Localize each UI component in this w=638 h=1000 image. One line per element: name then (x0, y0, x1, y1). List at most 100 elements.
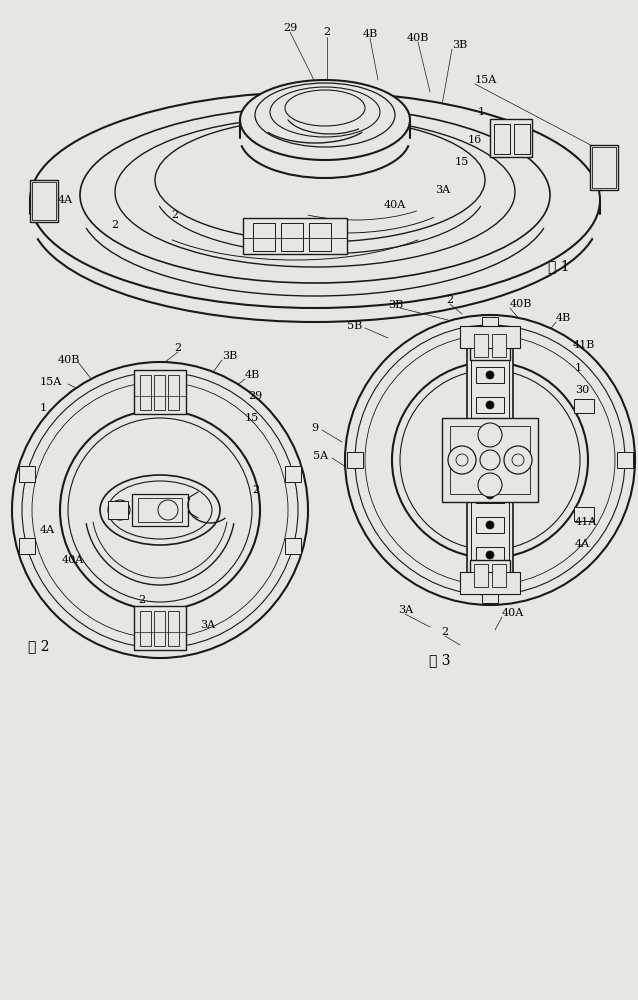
Text: 2: 2 (447, 295, 454, 305)
Text: 3A: 3A (200, 620, 215, 630)
Bar (154, 375, 165, 410)
Bar (474, 564, 488, 587)
Text: 2: 2 (138, 595, 145, 605)
Text: 9: 9 (311, 423, 318, 433)
Bar (470, 330, 510, 360)
Ellipse shape (32, 382, 288, 638)
Bar (574, 507, 593, 521)
Bar (168, 611, 179, 646)
Bar (108, 501, 128, 519)
Text: 40B: 40B (407, 33, 429, 43)
Bar (476, 517, 504, 533)
Text: 2: 2 (112, 220, 119, 230)
Ellipse shape (285, 90, 365, 126)
Text: 4A: 4A (57, 195, 73, 205)
Ellipse shape (486, 401, 494, 409)
Bar (309, 223, 331, 251)
Bar (494, 124, 510, 154)
Ellipse shape (60, 410, 260, 610)
Ellipse shape (155, 118, 485, 242)
Ellipse shape (270, 87, 380, 137)
Text: 1: 1 (478, 107, 485, 117)
Text: 2: 2 (252, 485, 259, 495)
Bar (281, 223, 303, 251)
Bar (140, 611, 151, 646)
Text: 3B: 3B (452, 40, 467, 50)
Bar (140, 375, 151, 410)
Ellipse shape (22, 372, 298, 648)
Text: 41B: 41B (573, 340, 595, 350)
Bar (134, 606, 186, 650)
Text: 图 3: 图 3 (429, 653, 451, 667)
Text: 4B: 4B (556, 313, 571, 323)
Bar (590, 145, 618, 190)
Bar (476, 457, 504, 473)
Text: 5B: 5B (346, 321, 362, 331)
Ellipse shape (115, 117, 515, 267)
Text: 3B: 3B (388, 300, 403, 310)
Ellipse shape (486, 461, 494, 469)
Ellipse shape (486, 491, 494, 499)
Bar (482, 317, 498, 333)
Ellipse shape (478, 473, 502, 497)
Text: 40A: 40A (502, 608, 524, 618)
Ellipse shape (480, 450, 500, 470)
Text: 29: 29 (283, 23, 297, 33)
Bar (514, 124, 530, 154)
Text: 4B: 4B (362, 29, 378, 39)
Bar (476, 487, 504, 503)
Text: 图 1: 图 1 (548, 259, 570, 273)
Text: 40B: 40B (58, 355, 80, 365)
Ellipse shape (365, 335, 615, 585)
Ellipse shape (108, 481, 212, 539)
Text: 2: 2 (174, 343, 182, 353)
Text: 15A: 15A (40, 377, 63, 387)
Ellipse shape (504, 446, 532, 474)
Bar (32, 182, 56, 220)
Text: 2: 2 (323, 27, 330, 37)
Bar (574, 399, 593, 413)
Bar (134, 370, 186, 414)
Bar (617, 452, 633, 468)
Text: 1: 1 (40, 403, 47, 413)
Ellipse shape (345, 315, 635, 605)
Ellipse shape (486, 551, 494, 559)
Ellipse shape (486, 431, 494, 439)
Bar (138, 498, 182, 522)
Bar (474, 334, 488, 357)
Ellipse shape (255, 83, 395, 147)
Bar (482, 587, 498, 603)
Text: 29: 29 (248, 391, 262, 401)
Text: 41A: 41A (575, 517, 597, 527)
Ellipse shape (240, 80, 410, 160)
Text: 3A: 3A (435, 185, 450, 195)
Text: 40A: 40A (62, 555, 84, 565)
Ellipse shape (80, 107, 550, 283)
Ellipse shape (392, 362, 588, 558)
Bar (471, 334, 509, 586)
Ellipse shape (100, 475, 220, 545)
Text: 2: 2 (172, 210, 179, 220)
Bar (347, 452, 363, 468)
Ellipse shape (478, 423, 502, 447)
Bar (476, 427, 504, 443)
Bar (460, 326, 520, 348)
Ellipse shape (110, 500, 130, 520)
Text: 4B: 4B (245, 370, 260, 380)
Text: 15A: 15A (475, 75, 497, 85)
Bar (30, 180, 58, 222)
Bar (442, 418, 538, 502)
Text: 2: 2 (441, 627, 449, 637)
Bar (490, 119, 532, 157)
Ellipse shape (12, 362, 308, 658)
Bar (467, 330, 513, 590)
Bar (470, 560, 510, 590)
Bar (154, 611, 165, 646)
Ellipse shape (486, 521, 494, 529)
Text: 40A: 40A (384, 200, 406, 210)
Text: 3B: 3B (222, 351, 237, 361)
Ellipse shape (355, 325, 625, 595)
Bar (168, 375, 179, 410)
Bar (460, 572, 520, 594)
Ellipse shape (448, 446, 476, 474)
